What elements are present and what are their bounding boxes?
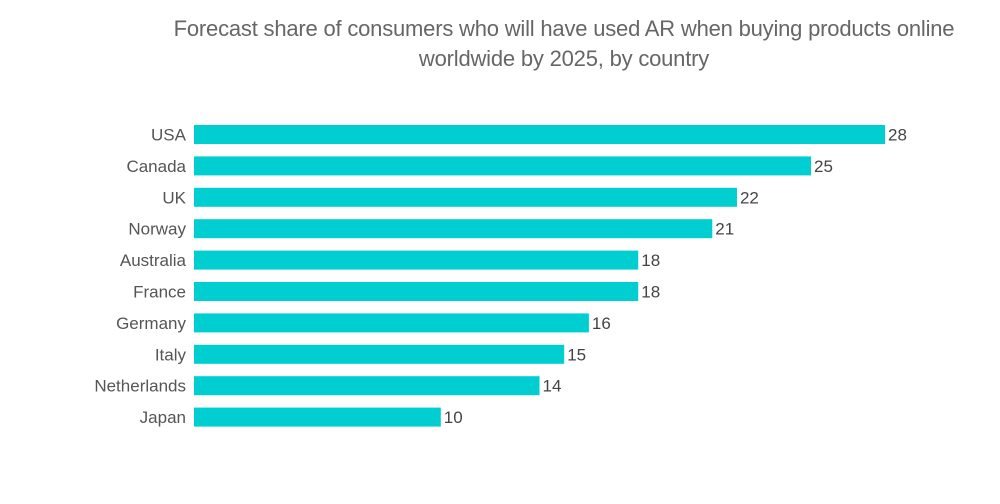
bar-usa (194, 125, 886, 144)
bar-italy (194, 344, 565, 364)
value-label-germany: 16 (592, 314, 611, 333)
value-label-usa: 28 (888, 126, 907, 145)
category-label-netherlands: Netherlands (94, 377, 186, 396)
bar-canada (194, 156, 811, 176)
category-label-france: France (133, 283, 186, 302)
value-label-netherlands: 14 (543, 377, 562, 396)
bar-france (194, 282, 639, 301)
category-label-italy: Italy (155, 345, 187, 364)
chart-title: Forecast share of consumers who will hav… (80, 14, 1000, 74)
chart-title-line-1: Forecast share of consumers who will hav… (173, 16, 955, 41)
value-label-canada: 25 (814, 157, 833, 176)
value-label-italy: 15 (567, 345, 586, 364)
chart-title-line-2: worldwide by 2025, by country (418, 46, 710, 71)
category-label-germany: Germany (116, 314, 186, 333)
category-label-usa: USA (151, 126, 187, 145)
category-label-canada: Canada (126, 157, 186, 176)
category-label-australia: Australia (120, 251, 187, 270)
bar-germany (194, 313, 589, 333)
bar-netherlands (194, 376, 540, 396)
value-label-norway: 21 (715, 220, 734, 239)
category-label-japan: Japan (140, 408, 186, 427)
bar-australia (194, 250, 639, 270)
bar-norway (194, 219, 713, 239)
category-label-norway: Norway (128, 220, 186, 239)
value-label-australia: 18 (641, 251, 660, 270)
value-label-france: 18 (641, 283, 660, 302)
value-label-japan: 10 (444, 408, 463, 427)
bar-japan (194, 407, 441, 427)
value-label-uk: 22 (740, 188, 759, 207)
bar-uk (194, 187, 737, 207)
category-label-uk: UK (162, 188, 186, 207)
